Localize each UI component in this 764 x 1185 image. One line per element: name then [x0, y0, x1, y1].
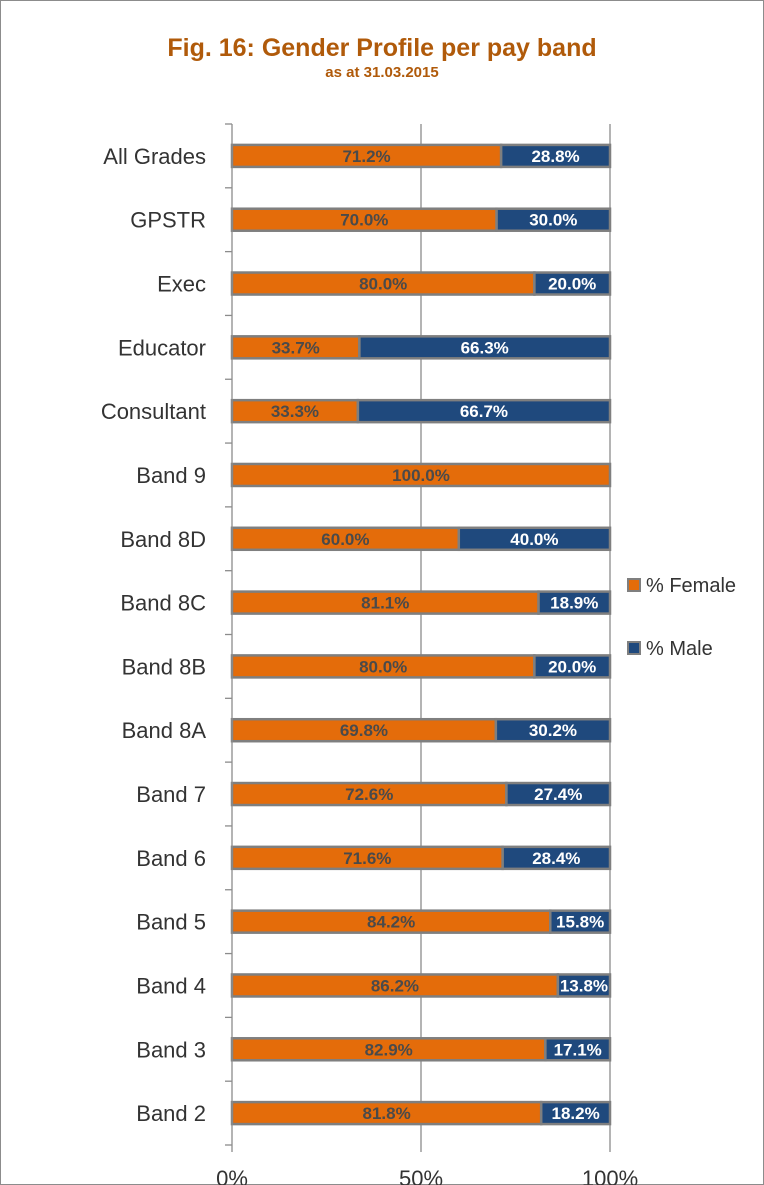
- data-label-male: 30.0%: [529, 211, 577, 230]
- data-label-male: 27.4%: [534, 785, 582, 804]
- category-label: Band 8C: [120, 591, 206, 616]
- bar-male: [494, 717, 612, 743]
- data-label-male: 30.2%: [529, 721, 577, 740]
- data-label-female: 81.1%: [361, 594, 409, 613]
- x-tick-label: 0%: [216, 1166, 248, 1185]
- data-label-male: 40.0%: [510, 530, 558, 549]
- bar-male: [549, 909, 612, 934]
- category-label: Band 7: [136, 782, 206, 807]
- category-label: Band 8A: [122, 718, 207, 743]
- bar-male: [544, 1037, 612, 1062]
- bar-male: [505, 781, 612, 807]
- bar-male: [537, 590, 612, 615]
- category-label: Exec: [157, 272, 206, 297]
- bar-male: [499, 143, 612, 169]
- data-label-male: 66.7%: [460, 402, 508, 421]
- data-label-female: 71.2%: [342, 147, 390, 166]
- data-label-male: 20.0%: [548, 657, 596, 676]
- bar-male: [501, 845, 612, 871]
- chart-title: Fig. 16: Gender Profile per pay band: [167, 34, 597, 62]
- legend-swatch-female: [627, 578, 641, 592]
- category-label: All Grades: [103, 144, 206, 169]
- data-label-male: 66.3%: [461, 338, 509, 357]
- data-label-female: 86.2%: [371, 976, 419, 995]
- data-label-female: 70.0%: [340, 211, 388, 230]
- category-label: Band 5: [136, 910, 206, 935]
- legend-label-female: % Female: [646, 575, 736, 597]
- x-tick-label: 100%: [582, 1166, 638, 1185]
- bar-male: [539, 1100, 612, 1126]
- category-label: Band 9: [136, 463, 206, 488]
- data-label-male: 15.8%: [556, 913, 604, 932]
- legend-swatch-male: [627, 641, 641, 655]
- data-label-male: 28.4%: [532, 849, 580, 868]
- legend-label-male: % Male: [646, 638, 713, 660]
- data-label-male: 28.8%: [531, 147, 579, 166]
- chart-subtitle: as at 31.03.2015: [325, 64, 439, 81]
- data-label-female: 33.7%: [272, 338, 320, 357]
- axis: 0% 50% 100% All Grades GPSTR Exec Educator Cons…: [101, 123, 638, 1185]
- bar-male: [533, 271, 612, 296]
- bar-male: [457, 526, 612, 552]
- data-label-male: 18.2%: [552, 1104, 600, 1123]
- data-label-male: 17.1%: [554, 1040, 602, 1059]
- data-label-female: 80.0%: [359, 657, 407, 676]
- category-label: Band 8D: [120, 527, 206, 552]
- legend: % Female % Male: [627, 575, 736, 660]
- data-label-female: 84.2%: [367, 913, 415, 932]
- bar-male: [533, 654, 612, 679]
- bar-male: [495, 207, 612, 232]
- category-label: Educator: [118, 335, 206, 360]
- data-label-female: 80.0%: [359, 275, 407, 294]
- data-label-female: 100.0%: [392, 466, 450, 485]
- data-label-female: 82.9%: [365, 1040, 413, 1059]
- category-label: Band 3: [136, 1037, 206, 1062]
- bar-male: [356, 398, 612, 424]
- category-label: Consultant: [101, 399, 206, 424]
- category-label: Band 4: [136, 973, 206, 998]
- bar-male: [358, 335, 612, 360]
- category-label: Band 6: [136, 846, 206, 871]
- category-label: Band 8B: [122, 654, 206, 679]
- data-label-female: 71.6%: [343, 849, 391, 868]
- category-label: Band 2: [136, 1101, 206, 1126]
- data-label-male: 20.0%: [548, 275, 596, 294]
- bar-male: [556, 973, 612, 998]
- data-label-male: 13.8%: [560, 976, 608, 995]
- data-label-male: 18.9%: [550, 594, 598, 613]
- x-tick-label: 50%: [399, 1166, 443, 1185]
- bars: 71.2% 28.8% 70.0% 30.0% 80.0% 20.0% 33.7% 66.3%…: [230, 143, 612, 1126]
- data-label-female: 69.8%: [340, 721, 388, 740]
- data-label-female: 72.6%: [345, 785, 393, 804]
- data-label-female: 33.3%: [271, 402, 319, 421]
- data-label-female: 81.8%: [363, 1104, 411, 1123]
- data-label-female: 60.0%: [321, 530, 369, 549]
- category-label: GPSTR: [130, 208, 206, 233]
